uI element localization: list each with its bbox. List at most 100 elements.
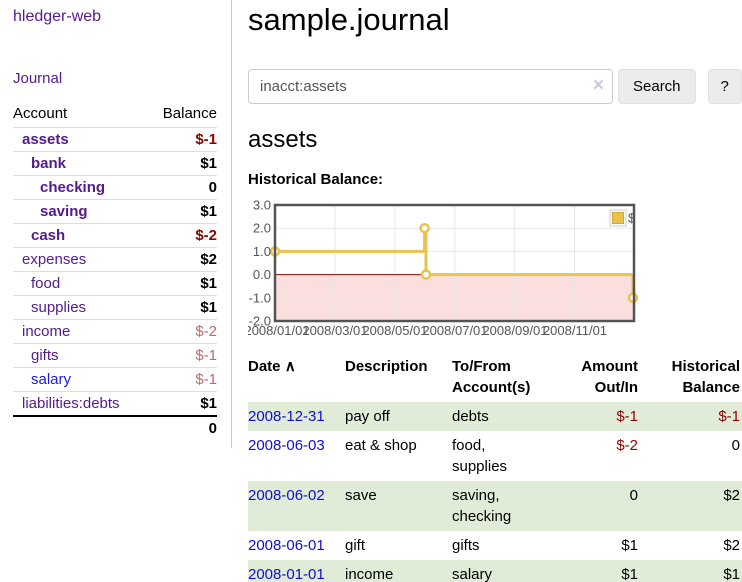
search-form: × Search ?	[248, 69, 742, 104]
main-content: sample.journal × Search ? assets Histori…	[248, 0, 742, 582]
txn-date-link[interactable]: 2008-12-31	[248, 408, 325, 425]
account-balance: $-2	[148, 223, 217, 248]
chart-canvas: $ 3.0 2.0 1.0 0.0 -1.0 -2.0 2008/01/01 2…	[248, 198, 639, 338]
page-title: sample.journal	[248, 2, 450, 37]
col-amount: Amount Out/In	[581, 358, 638, 396]
account-row: cash $-2	[13, 223, 217, 248]
col-balance: Historical Balance	[671, 358, 740, 396]
col-date[interactable]: Date ∧	[248, 358, 296, 375]
txn-description: save	[345, 487, 377, 504]
col-description: Description	[345, 358, 428, 375]
txn-description: pay off	[345, 408, 390, 425]
legend-swatch	[612, 212, 624, 224]
txn-balance: $2	[723, 487, 740, 504]
account-row: saving $1	[13, 199, 217, 224]
historical-balance-chart: $ 3.0 2.0 1.0 0.0 -1.0 -2.0 2008/01/01 2…	[248, 194, 742, 342]
txn-description: eat & shop	[345, 437, 417, 454]
accounts-col-account: Account	[13, 105, 68, 122]
txn-amount: $1	[621, 537, 638, 554]
account-row: gifts $-1	[13, 343, 217, 368]
svg-text:2008/09/01: 2008/09/01	[482, 323, 547, 338]
txn-balance: $-1	[718, 408, 740, 425]
account-link-saving[interactable]: saving	[40, 203, 88, 220]
svg-text:2008/05/01: 2008/05/01	[362, 323, 427, 338]
register-header-row: Date ∧ Description To/From Account(s) Am…	[248, 354, 742, 402]
txn-balance: $2	[723, 537, 740, 554]
account-balance: $1	[148, 391, 217, 416]
account-link-food[interactable]: food	[31, 275, 61, 292]
accounts-col-balance: Balance	[162, 105, 217, 122]
x-axis-labels: 2008/01/01 2008/03/01 2008/05/01 2008/07…	[248, 323, 607, 338]
account-row: supplies $1	[13, 295, 217, 320]
txn-date-link[interactable]: 2008-06-01	[248, 537, 325, 554]
account-link-supplies[interactable]: supplies	[31, 299, 87, 316]
clear-search-icon[interactable]: ×	[592, 75, 604, 96]
account-link-cash[interactable]: cash	[31, 227, 66, 244]
svg-text:2008/03/01: 2008/03/01	[302, 323, 367, 338]
accounts-table: Account Balance assets $-1 bank $1 checkin…	[13, 102, 217, 440]
svg-text:2008/07/01: 2008/07/01	[422, 323, 487, 338]
chart-legend: $	[609, 209, 636, 227]
register-table: Date ∧ Description To/From Account(s) Am…	[248, 354, 742, 582]
txn-accounts: debts	[452, 408, 489, 425]
search-input[interactable]	[248, 69, 613, 104]
register-row: 2008-06-02 save saving, checking 0 $2	[248, 481, 742, 531]
account-row: income $-2	[13, 319, 217, 344]
svg-text:2008/11/01: 2008/11/01	[543, 323, 607, 338]
account-link-checking[interactable]: checking	[40, 179, 106, 196]
accounts-total-row: 0	[13, 415, 217, 440]
account-row: food $1	[13, 271, 217, 296]
account-balance: $1	[148, 151, 217, 176]
account-balance: $2	[148, 247, 217, 272]
account-balance: $-1	[148, 343, 217, 368]
col-accounts: To/From Account(s)	[452, 358, 531, 396]
account-balance: $-1	[148, 127, 217, 152]
account-row: liabilities:debts $1	[13, 391, 217, 416]
txn-accounts: food, supplies	[452, 437, 508, 475]
txn-description: income	[345, 566, 394, 582]
register-row: 2008-01-01 income salary $1 $1	[248, 560, 742, 582]
txn-date-link[interactable]: 2008-06-02	[248, 487, 325, 504]
txn-balance: $1	[723, 566, 740, 582]
account-link-expenses[interactable]: expenses	[22, 251, 87, 268]
txn-date-link[interactable]: 2008-01-01	[248, 566, 325, 582]
account-row: checking 0	[13, 175, 217, 200]
svg-text:-1.0: -1.0	[249, 290, 271, 305]
account-balance: $1	[148, 271, 217, 296]
account-link-bank[interactable]: bank	[31, 155, 67, 172]
y-axis-labels: 3.0 2.0 1.0 0.0 -1.0 -2.0	[249, 198, 271, 329]
account-row: bank $1	[13, 151, 217, 176]
account-link-salary[interactable]: salary	[31, 371, 72, 388]
account-link-gifts[interactable]: gifts	[31, 347, 59, 364]
search-button[interactable]: Search	[618, 69, 696, 104]
app-title[interactable]: hledger-web	[13, 8, 102, 25]
account-row: expenses $2	[13, 247, 217, 272]
help-button[interactable]: ?	[707, 69, 742, 104]
account-link-income[interactable]: income	[22, 323, 71, 340]
account-link-assets[interactable]: assets	[22, 131, 69, 148]
svg-text:2.0: 2.0	[253, 221, 271, 236]
register-row: 2008-06-01 gift gifts $1 $2	[248, 531, 742, 560]
chart-title: Historical Balance:	[248, 171, 384, 188]
account-link-liabilities-debts[interactable]: liabilities:debts	[22, 395, 120, 412]
txn-amount: 0	[629, 487, 638, 504]
account-row: salary $-1	[13, 367, 217, 392]
sidebar-item-journal[interactable]: Journal	[13, 70, 63, 87]
account-heading: assets	[248, 126, 318, 153]
txn-accounts: salary	[452, 566, 493, 582]
txn-amount: $-2	[616, 437, 638, 454]
sort-asc-icon: ∧	[284, 358, 296, 375]
account-balance: $1	[148, 199, 217, 224]
account-balance: $1	[148, 295, 217, 320]
svg-text:0.0: 0.0	[253, 267, 271, 282]
svg-text:-2.0: -2.0	[249, 314, 271, 329]
txn-amount: $-1	[616, 408, 638, 425]
txn-date-link[interactable]: 2008-06-03	[248, 437, 325, 454]
plot-border	[273, 203, 636, 323]
txn-accounts: gifts	[452, 537, 480, 554]
account-row: assets $-1	[13, 127, 217, 152]
accounts-total: 0	[148, 415, 217, 440]
svg-text:1.0: 1.0	[253, 244, 271, 259]
txn-accounts: saving, checking	[452, 487, 512, 525]
txn-amount: $1	[621, 566, 638, 582]
